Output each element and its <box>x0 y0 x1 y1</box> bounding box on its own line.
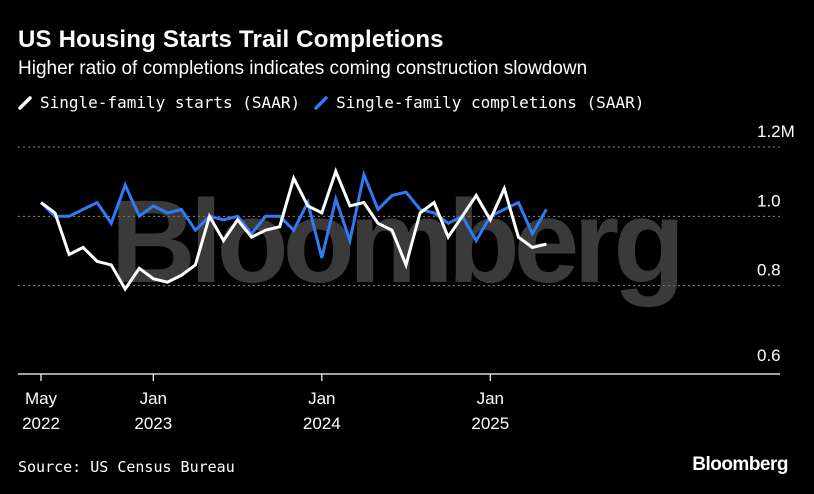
legend: Single-family starts (SAAR) Single-famil… <box>18 93 658 112</box>
axis-layer: May 2022 Jan 2023 Jan 2024 Jan 2025 <box>18 373 780 433</box>
legend-label-starts: Single-family starts (SAAR) <box>40 93 301 112</box>
legend-label-completions: Single-family completions (SAAR) <box>336 93 645 112</box>
x-tick-label-year: 2022 <box>22 414 60 433</box>
x-tick-label-month: Jan <box>477 389 504 408</box>
legend-swatch-completions-icon <box>314 95 328 110</box>
chart-title: US Housing Starts Trail Completions <box>18 26 444 53</box>
series-line-starts <box>40 166 547 292</box>
source-note: Source: US Census Bureau <box>18 458 235 476</box>
y-tick-label: 1.2M <box>757 122 795 141</box>
x-tick-label-year: 2024 <box>303 414 341 433</box>
series-layer <box>39 166 548 292</box>
x-tick-label-month: Jan <box>140 389 167 408</box>
x-tick-label-month: Jan <box>308 389 335 408</box>
legend-item-completions: Single-family completions (SAAR) <box>314 93 644 112</box>
y-tick-label: 1.0 <box>757 191 781 210</box>
legend-item-starts: Single-family starts (SAAR) <box>18 93 300 112</box>
y-tick-label: 0.8 <box>757 261 781 280</box>
chart-subtitle: Higher ratio of completions indicates co… <box>18 58 588 79</box>
grid-layer: 0.6 0.8 1.0 1.2M <box>18 122 795 365</box>
x-tick-label-month: May <box>25 389 58 408</box>
x-tick-label-year: 2023 <box>134 414 172 433</box>
x-tick-label-year: 2025 <box>471 414 509 433</box>
y-tick-label: 0.6 <box>757 346 781 365</box>
brand-logo: Bloomberg <box>692 454 788 475</box>
legend-swatch-starts-icon <box>18 95 32 110</box>
